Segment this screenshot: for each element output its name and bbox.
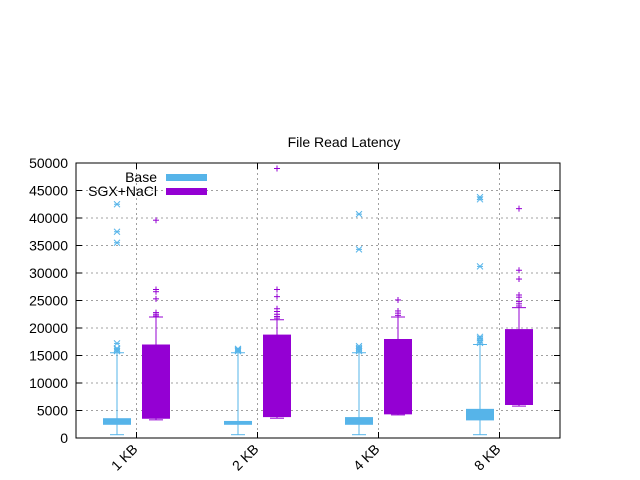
outlier-point — [516, 205, 522, 212]
y-tick-label: 45000 — [29, 183, 68, 199]
box-group-base — [224, 345, 252, 436]
outlier-stroke — [113, 200, 121, 208]
outlier-stroke — [113, 239, 121, 247]
x-tick-label: 8 KB — [471, 441, 504, 474]
outlier-stroke — [113, 344, 121, 352]
x-tick-label: 2 KB — [229, 441, 262, 474]
y-tick-label: 5000 — [37, 403, 68, 419]
x-tick-label: 1 KB — [108, 441, 141, 474]
box — [263, 334, 291, 418]
box — [466, 408, 494, 421]
box-group-sgx-nacl — [384, 296, 412, 416]
outlier-point — [476, 333, 484, 341]
chart-title: File Read Latency — [288, 134, 401, 150]
outlier-stroke — [476, 263, 484, 270]
outlier-stroke — [113, 340, 121, 347]
box — [345, 417, 373, 425]
y-tick-label: 0 — [60, 430, 68, 446]
legend-label: SGX+NaCl — [88, 183, 157, 199]
outlier-point — [274, 165, 280, 172]
y-tick-label: 40000 — [29, 210, 68, 226]
y-tick-label: 50000 — [29, 155, 68, 171]
y-tick-label: 10000 — [29, 375, 68, 391]
outlier-stroke — [234, 346, 242, 354]
outlier-point — [274, 305, 280, 312]
outlier-point — [113, 344, 121, 352]
box-group-base — [345, 210, 373, 436]
outlier-point — [516, 292, 522, 298]
outlier-point — [395, 296, 401, 303]
box — [224, 420, 252, 425]
y-tick-label: 20000 — [29, 320, 68, 336]
outlier-point — [274, 293, 280, 300]
outlier-point — [355, 210, 363, 218]
box-group-sgx-nacl — [263, 165, 291, 419]
y-tick-label: 30000 — [29, 265, 68, 281]
outlier-stroke — [234, 345, 242, 353]
outlier-stroke — [355, 210, 363, 218]
box — [103, 418, 131, 425]
outlier-stroke — [355, 342, 363, 350]
y-tick-label: 15000 — [29, 348, 68, 364]
outlier-point — [516, 267, 522, 274]
box-group-base — [466, 193, 494, 436]
legend-swatch — [166, 188, 207, 195]
outlier-point — [234, 346, 242, 354]
box-group-sgx-nacl — [142, 217, 170, 421]
box-group-base — [103, 200, 131, 436]
outlier-stroke — [113, 228, 121, 236]
outlier-stroke — [355, 245, 363, 253]
outlier-stroke — [476, 193, 484, 201]
outlier-point — [355, 245, 363, 253]
outlier-point — [476, 193, 484, 201]
axes-layer: 0 5000 10000 15000 20000 25000 30000 35000 40000… — [29, 155, 560, 474]
outlier-point — [113, 239, 121, 247]
legend-label: Base — [125, 169, 157, 185]
box — [142, 344, 170, 419]
y-tick-label: 25000 — [29, 293, 68, 309]
box — [384, 339, 412, 415]
outlier-point — [355, 342, 363, 350]
outlier-stroke — [113, 346, 121, 353]
outlier-point — [395, 307, 401, 314]
outlier-point — [234, 345, 242, 353]
outlier-point — [153, 286, 159, 293]
outlier-point — [476, 263, 484, 270]
outlier-point — [516, 276, 522, 283]
boxes-layer — [103, 165, 533, 436]
outlier-point — [153, 217, 159, 224]
outlier-point — [113, 346, 121, 353]
outlier-point — [153, 295, 159, 302]
outlier-point — [274, 286, 280, 293]
y-tick-label: 35000 — [29, 238, 68, 254]
outlier-stroke — [476, 333, 484, 341]
outlier-point — [153, 309, 159, 316]
box — [505, 329, 533, 405]
outlier-point — [113, 200, 121, 208]
legend-swatch — [166, 174, 207, 181]
outlier-point — [113, 228, 121, 236]
x-tick-label: 4 KB — [350, 441, 383, 474]
box-group-sgx-nacl — [505, 205, 533, 407]
grid-lines — [76, 163, 560, 438]
outlier-point — [113, 340, 121, 347]
